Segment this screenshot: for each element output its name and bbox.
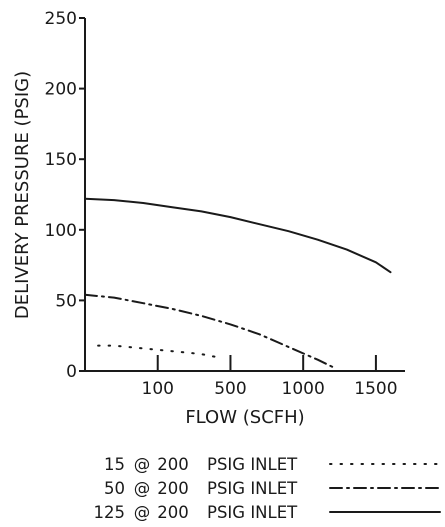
x-tick-label: 500 [214, 379, 246, 399]
y-tick-label: 50 [55, 291, 77, 311]
x-tick-label: 1000 [282, 379, 325, 399]
y-tick-label: 100 [45, 221, 77, 241]
legend-inlet: 200 [157, 479, 189, 498]
y-tick-label: 250 [45, 9, 77, 29]
legend-count: 50 [104, 479, 125, 498]
legend-inlet: 200 [157, 455, 189, 474]
legend: 15 @200 PSIG INLET 50 @200 PSIG INLET 125 @200 P… [94, 455, 441, 522]
legend-count: 15 [104, 455, 125, 474]
x-tick-label: 1500 [354, 379, 397, 399]
y-tick-label: 150 [45, 150, 77, 170]
y-tick-label: 200 [45, 80, 77, 100]
series-group [84, 197, 392, 368]
y-tick-label: 0 [66, 362, 77, 382]
y-axis-title: DELIVERY PRESSURE (PSIG) [12, 71, 33, 319]
legend-inlet: 200 [157, 503, 189, 522]
legend-unit: PSIG INLET [207, 455, 298, 474]
legend-count: 125 [94, 503, 126, 522]
series-line-dotted [97, 344, 217, 358]
legend-unit: PSIG INLET [207, 479, 298, 498]
legend-at: @ [134, 503, 151, 522]
x-tick-label: 100 [142, 379, 174, 399]
x-axis-ticks: 100 500 1000 1500 [142, 355, 398, 399]
legend-unit: PSIG INLET [207, 503, 298, 522]
series-line-solid [84, 197, 392, 274]
legend-at: @ [134, 479, 151, 498]
series-line-dashdot [84, 293, 334, 368]
x-axis-title: FLOW (SCFH) [185, 407, 304, 428]
legend-at: @ [134, 455, 151, 474]
y-axis-ticks: 0 50 100 150 200 250 [45, 9, 85, 382]
